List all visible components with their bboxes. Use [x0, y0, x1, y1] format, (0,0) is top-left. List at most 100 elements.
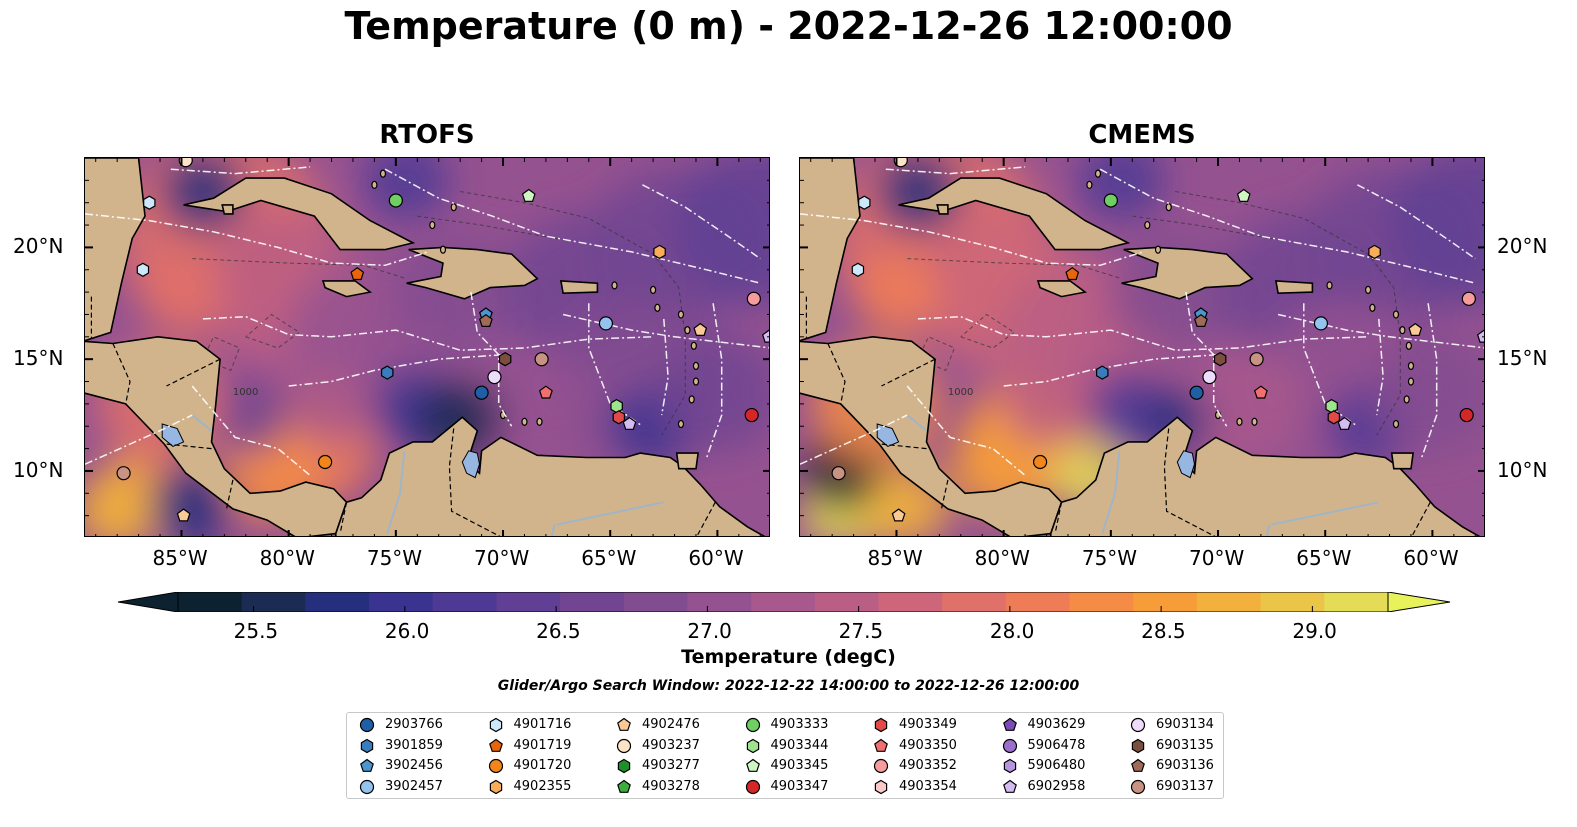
land-south_america [335, 416, 766, 536]
island [688, 395, 695, 404]
eez-boundary [1303, 303, 1358, 427]
land-central_america [800, 335, 1063, 536]
legend-label: 4903350 [899, 737, 957, 753]
island [692, 361, 700, 370]
observation-marker [538, 385, 553, 399]
observation-marker [598, 316, 614, 331]
legend-marker-pentagon-icon [1002, 717, 1017, 731]
eez-boundary [470, 291, 513, 427]
lon-tick-label: 80°W [974, 546, 1030, 570]
legend-marker-circle-icon [616, 738, 632, 753]
lon-tick-label: 70°W [1189, 546, 1245, 570]
country-border [339, 502, 348, 534]
eez-boundary [1277, 313, 1484, 349]
observation-marker [176, 508, 191, 522]
legend-label: 2903766 [385, 717, 443, 732]
bathymetry-contour [1175, 191, 1401, 436]
lon-tick-label: 75°W [366, 546, 423, 570]
observation-marker [1253, 385, 1268, 399]
legend-marker-circle-icon [1002, 738, 1017, 753]
legend-label: 4901719 [513, 737, 572, 753]
search-window-text: Glider/Argo Search Window: 2022-12-22 14… [497, 678, 1080, 694]
observation-marker [891, 508, 906, 522]
observation-marker [521, 188, 536, 202]
colorbar-extend-min [117, 592, 179, 612]
map-panel-cmems: 1000 [799, 157, 1485, 537]
colorbar-tick-label: 28.0 [989, 619, 1035, 643]
island [379, 169, 387, 178]
colorbar-segment [1133, 592, 1198, 612]
colorbar-segment [623, 592, 688, 612]
legend-marker-pentagon-icon [488, 738, 503, 752]
country-border [827, 343, 846, 405]
bathymetry-contour [460, 191, 686, 436]
legend-label: 3901859 [385, 737, 443, 753]
legend-marker-hexagon-icon [1003, 758, 1016, 774]
island [1399, 326, 1406, 335]
legend-marker-circle-icon [1130, 779, 1146, 794]
eez-boundary [1375, 318, 1384, 416]
legend-marker-pentagon-icon [745, 758, 760, 772]
land-jamaica [321, 280, 373, 298]
eez-boundary [288, 353, 504, 387]
lat-tick-label-left: 10°N [13, 457, 64, 482]
legend-marker-hexagon-icon [489, 779, 502, 794]
observation-marker [851, 262, 865, 277]
observation-marker [610, 398, 623, 414]
eez-boundary [885, 166, 1026, 175]
map-svg-rtofs: 1000 [85, 158, 769, 536]
map-svg-cmems: 1000 [800, 158, 1484, 536]
bathymetry-label: 1000 [233, 387, 258, 398]
legend-marker-circle-icon [745, 779, 760, 794]
island [684, 326, 691, 335]
observation-marker [474, 385, 489, 400]
eez-boundary [917, 315, 1369, 351]
colorbar-segment [814, 592, 880, 612]
temperature-blob [85, 470, 161, 536]
observation-marker [653, 244, 666, 260]
legend-marker-hexagon-icon [617, 758, 631, 774]
legend: 2903766 3901859 3902456 3902457 4901716 49017… [346, 712, 1224, 799]
observation-marker [1476, 329, 1484, 343]
land-south_america [1050, 416, 1481, 536]
observation-marker [1408, 322, 1423, 336]
legend-label: 3902456 [385, 758, 443, 773]
land-hispaniola [1121, 246, 1254, 300]
colorbar-segment [751, 592, 816, 612]
island [1407, 377, 1415, 386]
legend-marker-pentagon-icon [874, 738, 888, 752]
legend-marker-pentagon-icon [360, 758, 374, 772]
legend-label: 6903135 [1156, 737, 1214, 753]
legend-label: 4903349 [899, 717, 957, 732]
observation-marker [1202, 369, 1217, 385]
island [1326, 281, 1333, 290]
legend-label: 4902355 [513, 778, 572, 794]
island [1392, 310, 1400, 319]
legend-marker-hexagon-icon [746, 738, 759, 753]
lake-maracaibo [1176, 450, 1196, 479]
lon-tick-label: 75°W [1081, 546, 1138, 570]
observation-marker [693, 322, 708, 336]
legend-marker-hexagon-icon [874, 717, 888, 733]
legend-label: 4903345 [770, 758, 829, 773]
observation-marker [761, 329, 769, 343]
observation-marker [1337, 416, 1352, 430]
legend-marker-circle-icon [873, 758, 889, 774]
country-border [1163, 428, 1216, 536]
observation-marker [1249, 352, 1264, 367]
country-border [112, 343, 131, 405]
lat-tick-label-right: 10°N [1497, 457, 1548, 482]
lat-tick-label-left: 15°N [13, 346, 64, 371]
lon-tick-label: 80°W [259, 546, 315, 570]
island [677, 310, 685, 319]
colorbar-tick-label: 26.0 [384, 619, 430, 643]
temperature-blob [138, 251, 225, 333]
colorbar-segment [432, 592, 497, 612]
eez-boundary [588, 303, 643, 427]
island [692, 377, 700, 386]
eez-boundary [800, 213, 1144, 267]
eez-boundary [384, 168, 761, 284]
lon-tick-label: 85°W [867, 546, 923, 570]
land-jamaica [1036, 280, 1088, 298]
observation-marker [1033, 454, 1048, 470]
